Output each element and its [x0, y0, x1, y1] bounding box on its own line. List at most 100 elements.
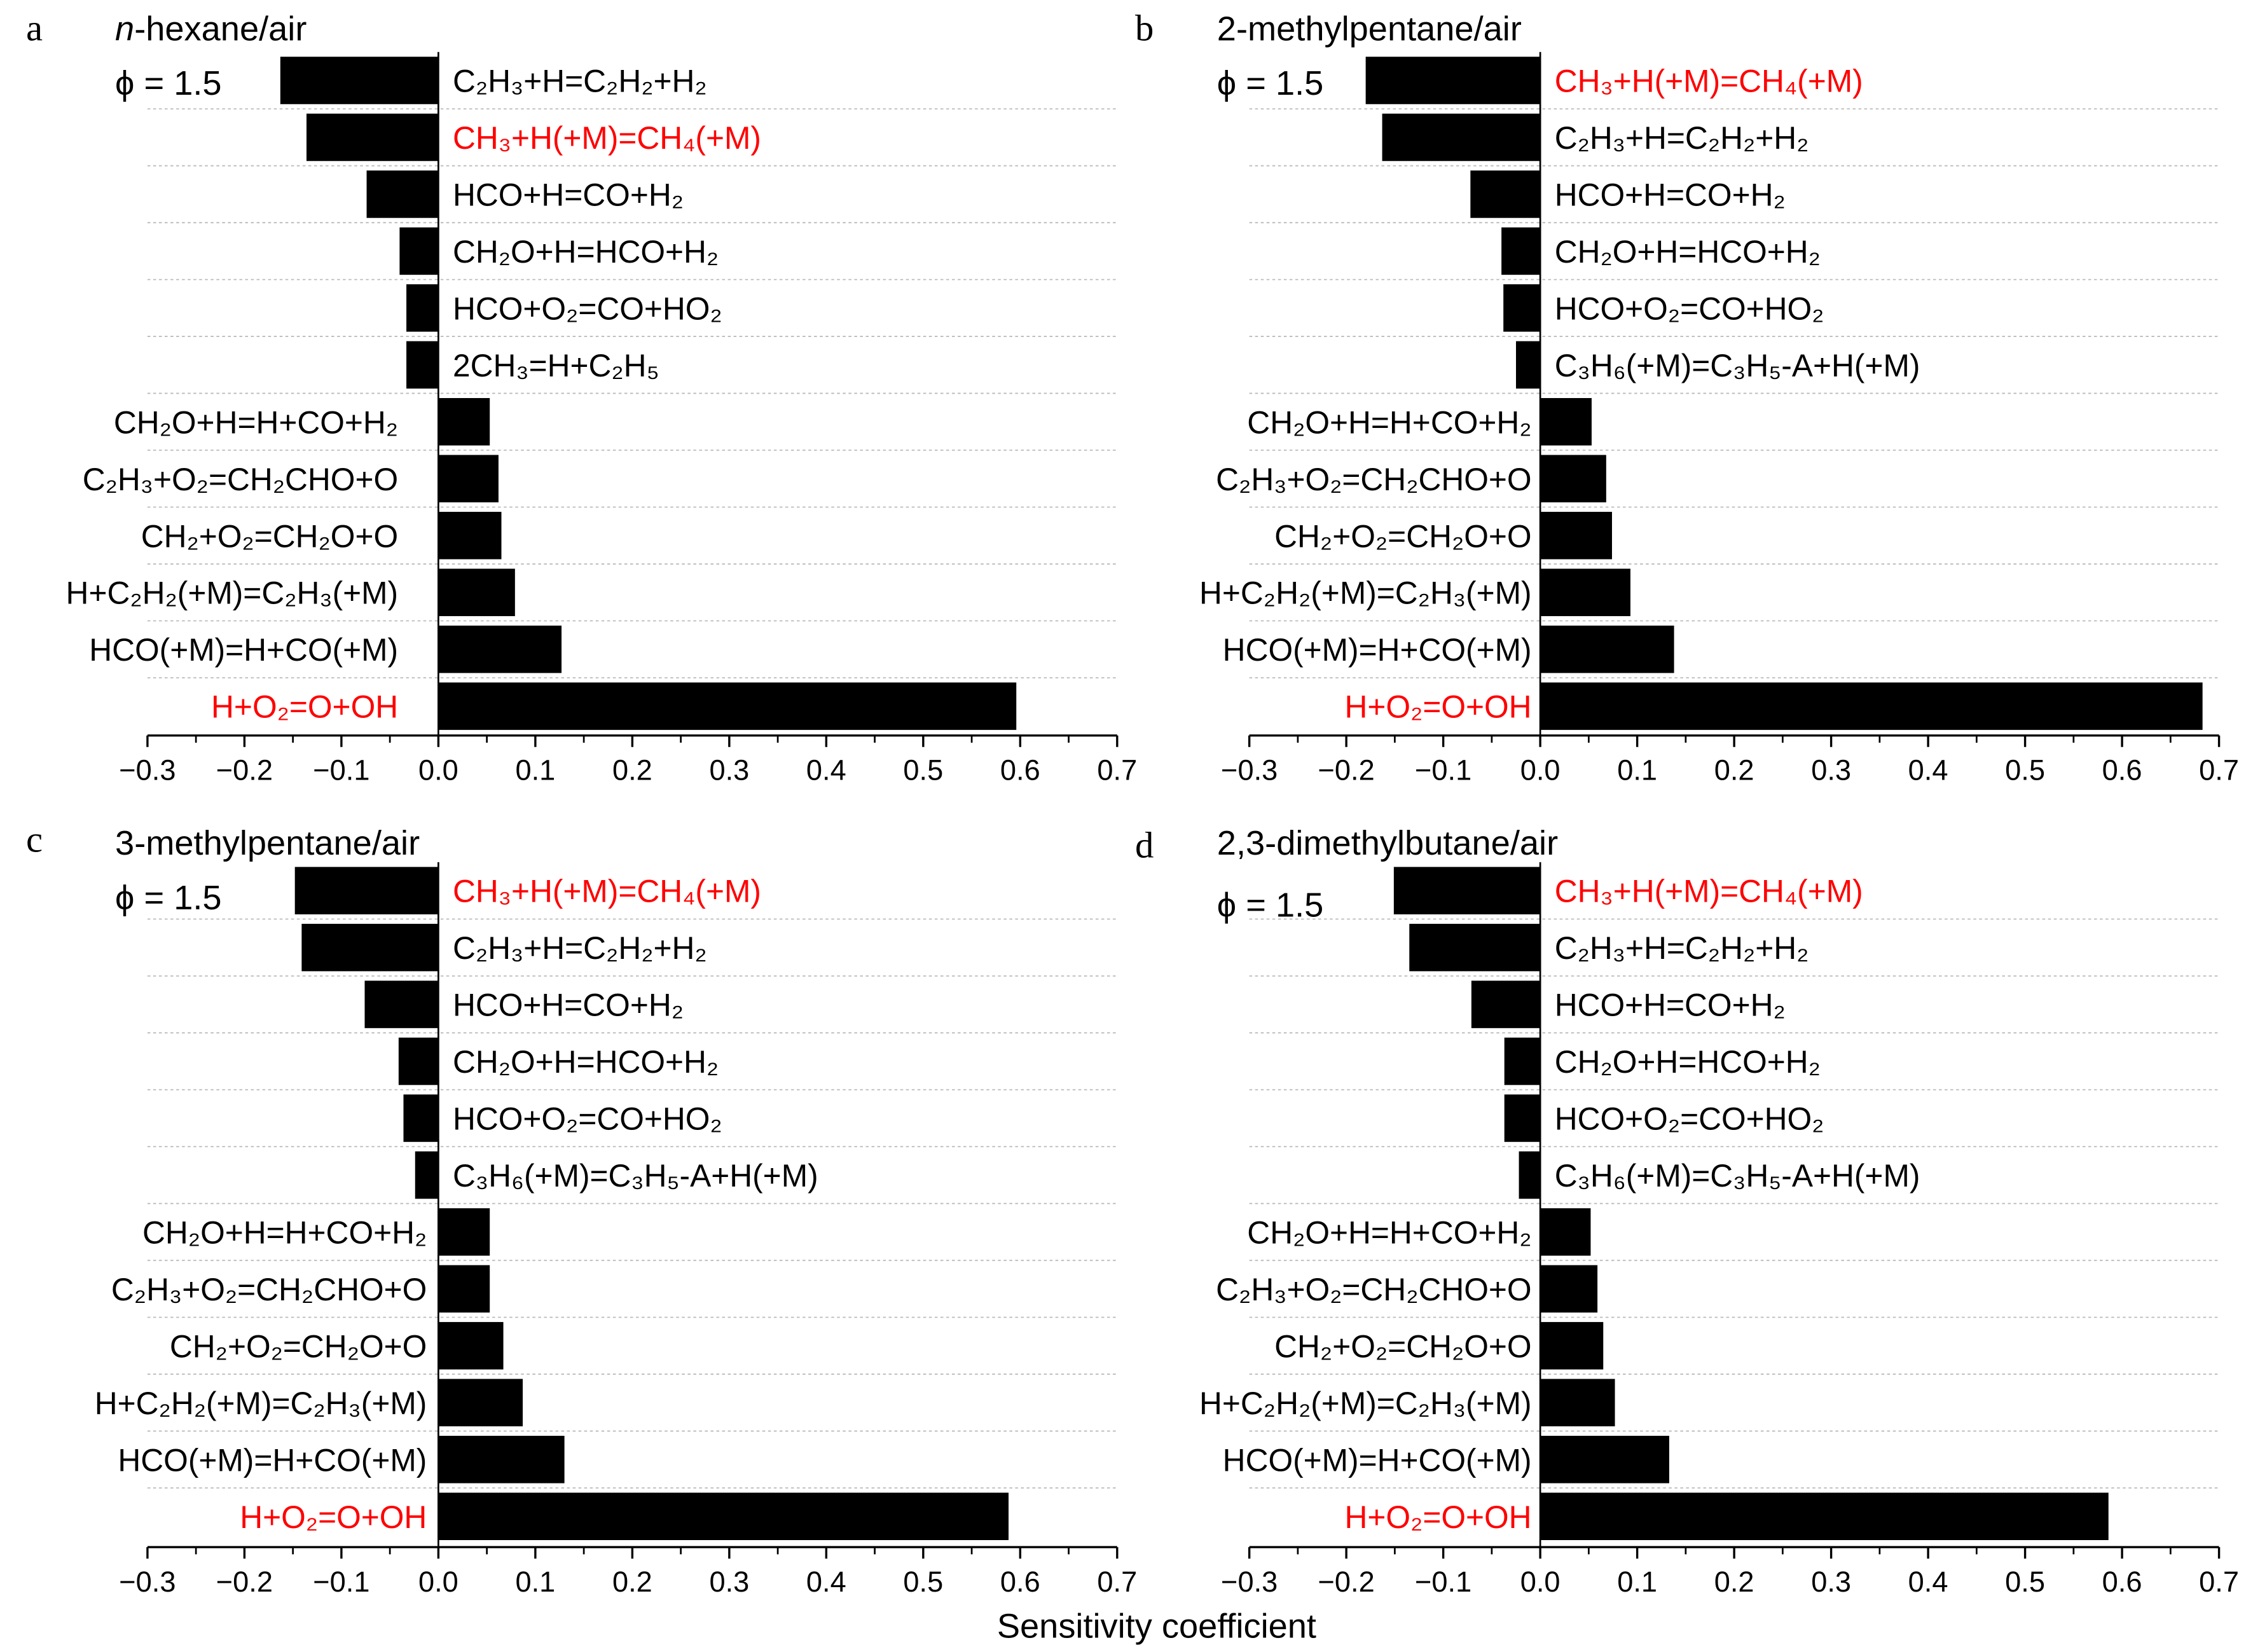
bar: [1540, 625, 1674, 673]
bar: [1540, 1208, 1591, 1256]
panel-d: d 2,3-dimethylbutane/air ϕ = 1.5 CH₃+H(+M)=…: [1135, 824, 2239, 1598]
reaction-label: H+C₂H₂(+M)=C₂H₃(+M): [66, 575, 399, 611]
x-tick-label: 0.2: [612, 754, 652, 787]
reaction-label: CH₂+O₂=CH₂O+O: [1274, 1328, 1531, 1364]
reaction-label: HCO+H=CO+H₂: [1555, 177, 1786, 213]
reaction-label: C₂H₃+H=C₂H₂+H₂: [453, 930, 707, 966]
x-tick-label: −0.2: [1318, 1566, 1375, 1598]
bar: [438, 625, 562, 673]
panel-letter: d: [1135, 825, 1154, 866]
reaction-label: HCO+O₂=CO+HO₂: [1555, 291, 1824, 326]
bar: [1516, 341, 1541, 389]
x-tick-label: −0.2: [1318, 754, 1375, 787]
bar: [1393, 867, 1541, 914]
bar: [1503, 284, 1541, 332]
reaction-label: HCO(+M)=H+CO(+M): [89, 632, 398, 668]
title-text: 3-methylpentane/air: [115, 824, 420, 862]
bar: [306, 113, 439, 162]
x-tick-label: 0.6: [1000, 754, 1040, 787]
reaction-label: CH₃+H(+M)=CH₄(+M): [1555, 874, 1863, 909]
x-tick-label: 0.7: [1097, 754, 1137, 787]
reaction-label: C₂H₃+H=C₂H₂+H₂: [453, 64, 707, 99]
title-text: 2-methylpentane/air: [1217, 10, 1522, 48]
bar: [1409, 923, 1541, 972]
x-tick-label: 0.6: [1000, 1566, 1040, 1598]
reaction-label: CH₃+H(+M)=CH₄(+M): [453, 874, 761, 909]
x-tick-label: 0.4: [806, 754, 846, 787]
reaction-label: CH₃+H(+M)=CH₄(+M): [453, 120, 761, 156]
bar: [438, 1265, 490, 1313]
bar: [438, 398, 490, 446]
x-tick-label: 0.2: [1714, 1566, 1754, 1598]
x-tick-label: 0.7: [2199, 754, 2239, 787]
panel-a: a n-hexane/air ϕ = 1.5 C₂H₃+H=C₂H₂+H₂ CH₃+H(…: [26, 7, 1137, 786]
x-tick-label: −0.1: [1415, 754, 1471, 787]
bar: [438, 455, 499, 503]
bar: [1540, 1492, 2109, 1541]
reaction-label: H+O₂=O+OH: [1345, 689, 1532, 725]
bar: [1540, 568, 1630, 616]
reaction-label: C₂H₃+O₂=CH₂CHO+O: [111, 1272, 427, 1307]
x-tick-label: 0.7: [2199, 1566, 2239, 1598]
x-tick-label: 0.0: [1520, 754, 1561, 787]
x-tick-label: 0.3: [1811, 754, 1851, 787]
reaction-label: CH₂+O₂=CH₂O+O: [141, 518, 398, 554]
bar: [294, 867, 439, 914]
panel-title: 2,3-dimethylbutane/air: [1217, 824, 1558, 862]
reaction-label: C₂H₃+H=C₂H₂+H₂: [1555, 930, 1809, 966]
panel-letter: a: [26, 7, 43, 48]
x-axis-label: Sensitivity coefficient: [997, 1607, 1316, 1645]
x-tick-label: −0.3: [1221, 754, 1278, 787]
x-tick-label: −0.3: [119, 1566, 176, 1598]
bar: [1365, 57, 1541, 104]
x-tick-label: 0.5: [903, 1566, 943, 1598]
reaction-label: HCO+H=CO+H₂: [1555, 988, 1786, 1023]
reaction-label: C₂H₃+O₂=CH₂CHO+O: [83, 462, 398, 497]
reaction-label: HCO+H=CO+H₂: [453, 177, 684, 213]
reaction-label: HCO+O₂=CO+HO₂: [453, 1101, 722, 1137]
reaction-label: H+C₂H₂(+M)=C₂H₃(+M): [95, 1386, 427, 1421]
x-tick-label: 0.3: [1811, 1566, 1851, 1598]
x-tick-label: 0.1: [515, 754, 555, 787]
reaction-label: C₂H₃+H=C₂H₂+H₂: [1555, 120, 1809, 156]
reaction-label: CH₂O+H=HCO+H₂: [453, 1044, 719, 1080]
reaction-label: C₂H₃+O₂=CH₂CHO+O: [1216, 1272, 1531, 1307]
reaction-label: C₃H₆(+M)=C₃H₅-A+H(+M): [1555, 348, 1920, 383]
bar: [1540, 682, 2203, 730]
x-tick-label: 0.3: [709, 754, 749, 787]
bar: [1519, 1151, 1541, 1199]
x-tick-label: 0.0: [1520, 1566, 1561, 1598]
reaction-label: C₂H₃+O₂=CH₂CHO+O: [1216, 462, 1531, 497]
equivalence-ratio-annotation: ϕ = 1.5: [1217, 886, 1323, 924]
bar: [301, 923, 439, 972]
bar: [1470, 170, 1541, 218]
reaction-label: CH₂O+H=H+CO+H₂: [1247, 1215, 1531, 1251]
bar: [1540, 511, 1612, 560]
panel-title: 3-methylpentane/air: [115, 824, 420, 862]
bar: [406, 284, 439, 332]
title-text: -hexane/air: [134, 10, 307, 48]
equivalence-ratio-annotation: ϕ = 1.5: [115, 879, 221, 917]
bar: [415, 1151, 439, 1199]
x-tick-label: −0.3: [1221, 1566, 1278, 1598]
title-italic-prefix: n: [115, 10, 134, 48]
reaction-label: HCO+O₂=CO+HO₂: [1555, 1101, 1824, 1137]
reaction-label: CH₂O+H=HCO+H₂: [453, 234, 719, 270]
bar: [438, 1322, 504, 1370]
reaction-label: H+O₂=O+OH: [1345, 1499, 1532, 1535]
reaction-label: CH₂O+H=HCO+H₂: [1555, 1044, 1821, 1080]
bar: [364, 981, 439, 1028]
bar: [403, 1094, 439, 1142]
x-tick-label: 0.6: [2102, 1566, 2142, 1598]
panel-title: n-hexane/air: [115, 10, 307, 48]
x-tick-label: −0.2: [216, 754, 273, 787]
reaction-label: CH₂O+H=H+CO+H₂: [142, 1215, 427, 1251]
reaction-label: CH₂+O₂=CH₂O+O: [1274, 518, 1531, 554]
bar: [438, 1436, 565, 1483]
equivalence-ratio-annotation: ϕ = 1.5: [1217, 64, 1323, 102]
x-tick-label: 0.1: [1617, 1566, 1657, 1598]
bar: [398, 1037, 439, 1085]
x-tick-label: −0.1: [1415, 1566, 1471, 1598]
reaction-label: H+C₂H₂(+M)=C₂H₃(+M): [1199, 575, 1532, 611]
